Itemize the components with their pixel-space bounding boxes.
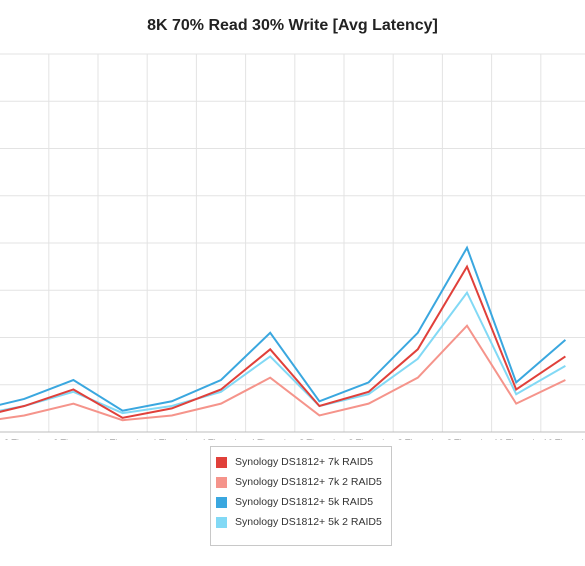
x-tick-label: 4 Threads <box>201 438 242 440</box>
x-tick-label: 8 Threads <box>398 438 439 440</box>
x-tick-label: 8 Threads <box>299 438 340 440</box>
legend-item[interactable]: Synology DS1812+ 5k RAID5 <box>211 492 391 512</box>
x-tick-label: 2 Threads <box>4 438 45 440</box>
series-line[interactable] <box>0 245 567 412</box>
x-tick-label: 16 Threads <box>494 438 540 440</box>
legend-swatch <box>216 476 227 488</box>
legend-item[interactable]: Synology DS1812+ 5k 2 RAID5 <box>211 512 391 532</box>
chart-legend: Synology DS1812+ 7k RAID5 Synology DS181… <box>210 446 392 546</box>
legend-label: Synology DS1812+ 5k RAID5 <box>235 496 374 508</box>
legend-label: Synology DS1812+ 7k RAID5 <box>235 456 374 468</box>
series-line[interactable] <box>0 290 566 416</box>
legend-label: Synology DS1812+ 5k 2 RAID5 <box>235 516 382 528</box>
series-line[interactable] <box>0 264 566 419</box>
chart-title: 8K 70% Read 30% Write [Avg Latency] <box>147 17 438 34</box>
x-tick-label: 4 Threads <box>102 438 143 440</box>
legend-item[interactable]: Synology DS1812+ 7k RAID5 <box>211 452 391 472</box>
legend-label: Synology DS1812+ 7k 2 RAID5 <box>235 476 382 488</box>
x-tick-label: 4 Threads <box>152 438 193 440</box>
legend-swatch <box>216 456 227 468</box>
legend-swatch <box>216 496 227 508</box>
x-tick-label: 8 Threads <box>348 438 389 440</box>
x-tick-label: 4 Threads <box>250 438 291 440</box>
line-chart: 1 Threads1 Queue2 Threads8 Queue2 Thread… <box>0 53 585 440</box>
x-tick-label: 8 Threads <box>447 438 488 440</box>
legend-swatch <box>216 516 227 528</box>
x-tick-label: 16 Threads <box>543 438 585 440</box>
series-line[interactable] <box>0 324 566 423</box>
legend-item[interactable]: Synology DS1812+ 7k 2 RAID5 <box>211 472 391 492</box>
x-tick-label: 2 Threads <box>53 438 94 440</box>
